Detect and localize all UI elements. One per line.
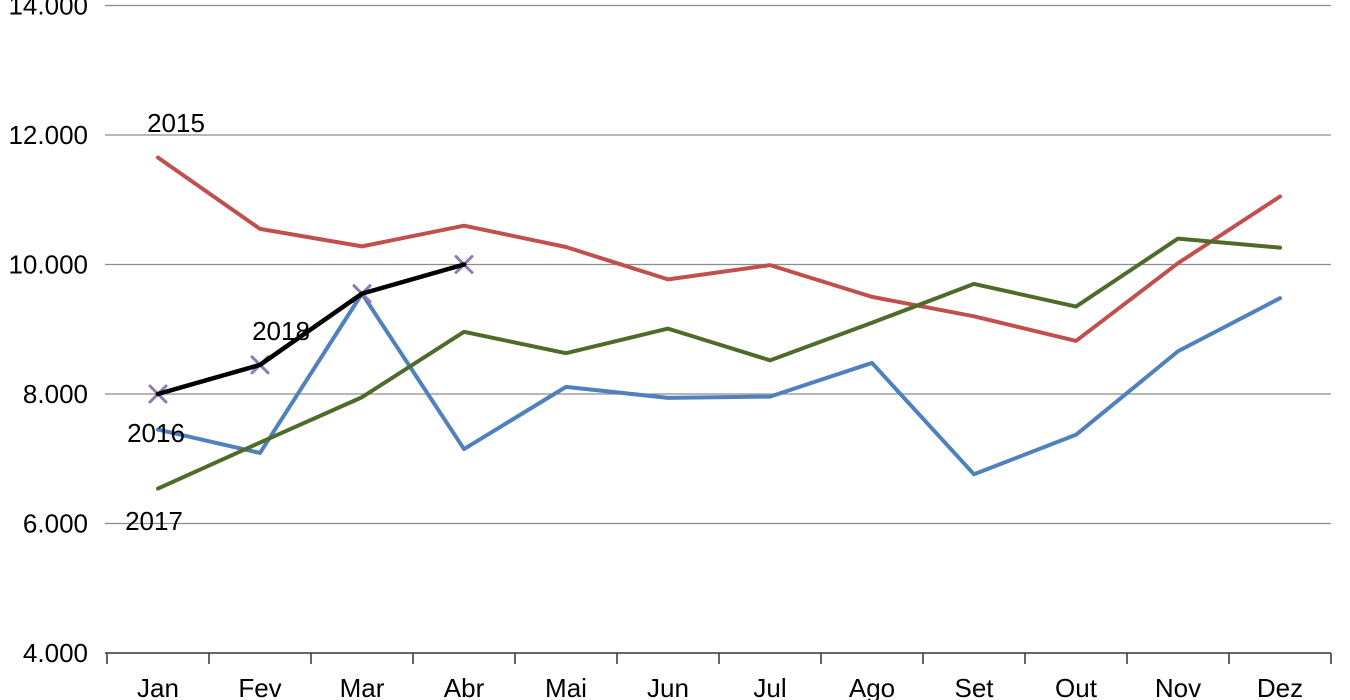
- x-tick-label-jun: Jun: [647, 673, 689, 700]
- x-tick-label-nov: Nov: [1155, 673, 1201, 700]
- series-line-2015: [156, 155, 1282, 343]
- x-tick-label-out: Out: [1055, 673, 1098, 700]
- series-line-2017: [156, 236, 1282, 491]
- series-line-2016: [156, 291, 1282, 477]
- y-tick-label: 6.000: [23, 509, 88, 539]
- series-label-2018: 2018: [252, 316, 310, 346]
- y-axis-labels: 4.000 6.000 8.000 10.000 12.000 14.000: [8, 0, 88, 668]
- series-label-2015: 2015: [147, 108, 205, 138]
- series-annotations: 2015 2018 2016 2017: [125, 108, 310, 536]
- series-line-2018: [155, 262, 467, 397]
- x-tick-label-jul: Jul: [753, 673, 786, 700]
- series-label-2016: 2016: [127, 418, 185, 448]
- series-label-2017: 2017: [125, 506, 183, 536]
- x-tick-label-abr: Abr: [444, 673, 485, 700]
- x-tick-label-ago: Ago: [849, 673, 895, 700]
- y-tick-label: 10.000: [8, 250, 88, 280]
- x-tick-label-jan: Jan: [137, 673, 179, 700]
- y-tick-label: 14.000: [8, 0, 88, 21]
- x-tick-label-fev: Fev: [238, 673, 281, 700]
- y-tick-label: 8.000: [23, 379, 88, 409]
- x-axis: Jan Fev Mar Abr Mai Jun Jul Ago Set Out Nov Dez: [105, 652, 1332, 700]
- y-tick-label: 4.000: [23, 638, 88, 668]
- x-tick-label-mar: Mar: [340, 673, 385, 700]
- x-tick-label-set: Set: [954, 673, 994, 700]
- x-tick-label-dez: Dez: [1257, 673, 1303, 700]
- y-tick-label: 12.000: [8, 120, 88, 150]
- x-tick-label-mai: Mai: [545, 673, 587, 700]
